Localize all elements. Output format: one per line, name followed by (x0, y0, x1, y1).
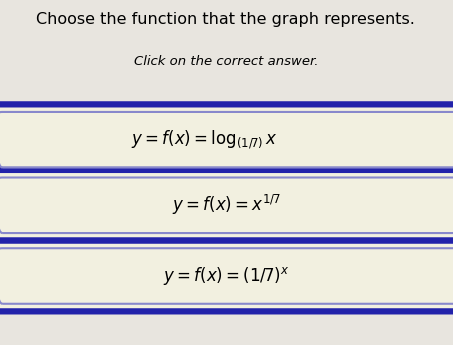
FancyBboxPatch shape (0, 170, 453, 241)
Text: $y = f(x) = \log_{(1/7)}x$: $y = f(x) = \log_{(1/7)}x$ (130, 128, 277, 151)
FancyBboxPatch shape (0, 241, 453, 311)
Text: Click on the correct answer.: Click on the correct answer. (134, 55, 319, 68)
FancyBboxPatch shape (0, 104, 453, 175)
Text: $y = f(x) = x^{1/7}$: $y = f(x) = x^{1/7}$ (172, 193, 281, 217)
Text: Choose the function that the graph represents.: Choose the function that the graph repre… (36, 12, 415, 27)
Text: $y = f(x) = (1/7)^x$: $y = f(x) = (1/7)^x$ (164, 265, 289, 287)
